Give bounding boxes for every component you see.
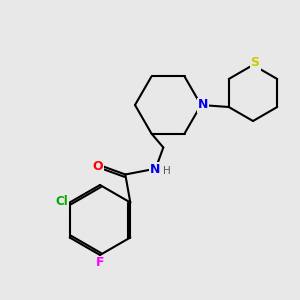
Text: N: N: [150, 163, 160, 176]
Text: O: O: [92, 160, 103, 173]
Text: N: N: [198, 98, 208, 112]
Text: F: F: [96, 256, 104, 269]
Text: Cl: Cl: [55, 195, 68, 208]
Text: H: H: [163, 166, 171, 176]
Text: S: S: [250, 56, 260, 70]
